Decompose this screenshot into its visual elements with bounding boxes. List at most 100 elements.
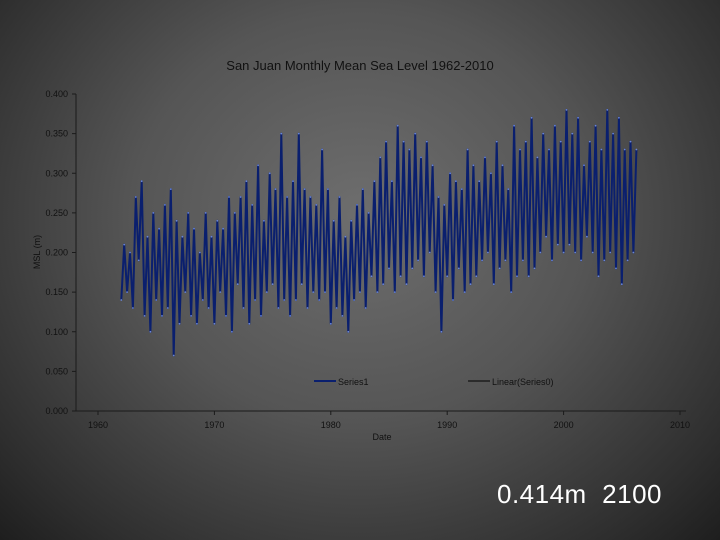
series-point	[219, 291, 222, 293]
series-point	[315, 204, 318, 206]
y-tick-label: 0.000	[45, 406, 68, 416]
series-point	[344, 235, 347, 238]
x-tick-label: 2010	[670, 420, 690, 430]
series-point	[388, 267, 390, 270]
series-point	[562, 251, 565, 254]
series-point	[129, 251, 131, 254]
series-point	[257, 164, 259, 167]
series-point	[306, 307, 309, 309]
legend-linear-label: Linear(Series0)	[492, 377, 554, 387]
series-point	[600, 148, 603, 151]
series-point	[134, 196, 137, 198]
series-point	[120, 299, 123, 301]
series-point	[495, 140, 498, 143]
series-point	[554, 124, 556, 127]
series-point	[184, 291, 187, 293]
series-point	[231, 330, 233, 333]
series-point	[618, 116, 620, 119]
series-point	[324, 291, 326, 293]
series-point	[166, 307, 169, 309]
series-point	[172, 354, 175, 357]
series-point	[132, 307, 134, 309]
series-point	[277, 307, 280, 309]
series-point	[527, 275, 530, 278]
series-point	[178, 322, 181, 325]
y-tick-label: 0.350	[45, 129, 68, 139]
series-point	[501, 164, 504, 167]
series-point	[190, 315, 193, 317]
series-point	[350, 219, 353, 222]
series-point	[478, 180, 481, 183]
series-point	[457, 267, 460, 270]
series-point	[437, 196, 440, 198]
series-point	[609, 251, 612, 254]
y-tick-label: 0.050	[45, 366, 68, 376]
series-point	[347, 330, 350, 333]
y-tick-label: 0.300	[45, 168, 68, 178]
series-point	[318, 299, 321, 301]
series-point	[187, 212, 190, 214]
series-point	[248, 322, 251, 325]
projection-annotation: 0.414m 2100	[496, 479, 662, 509]
series-point	[201, 299, 204, 301]
x-axis-title: Date	[372, 432, 391, 442]
series-point	[452, 299, 454, 301]
series-point	[542, 132, 545, 135]
legend: Series1 Linear(Series0)	[314, 377, 554, 387]
series-point	[402, 140, 405, 143]
series-point	[635, 148, 638, 151]
series-point	[292, 180, 294, 183]
series-point	[251, 204, 254, 206]
series-point	[612, 132, 614, 135]
series-point	[591, 251, 594, 254]
y-tick-label: 0.250	[45, 208, 68, 218]
series-point	[143, 315, 146, 317]
series-point	[597, 275, 600, 278]
series-point	[568, 243, 571, 246]
series-point	[370, 275, 373, 278]
series-point	[571, 132, 574, 135]
series-point	[364, 307, 367, 309]
series-point	[443, 204, 446, 206]
series-point	[137, 259, 140, 262]
series-point	[420, 156, 422, 159]
series-point	[533, 267, 536, 270]
series-point	[603, 259, 606, 262]
series-point	[263, 219, 265, 222]
series-point	[210, 235, 213, 238]
series-point	[559, 140, 562, 143]
series-point	[161, 315, 163, 317]
series-point	[475, 275, 478, 278]
series-point	[271, 283, 274, 286]
series-point	[434, 291, 437, 293]
series-point	[536, 156, 539, 159]
series-point	[260, 315, 262, 317]
series-point	[519, 148, 521, 151]
series-point	[460, 188, 463, 191]
series-point	[376, 291, 379, 293]
x-tick-label: 1970	[204, 420, 224, 430]
series-point	[516, 275, 518, 278]
series-point	[283, 299, 286, 301]
series-point	[425, 140, 428, 143]
series-point	[367, 212, 370, 214]
series-point	[492, 283, 495, 286]
chart-title: San Juan Monthly Mean Sea Level 1962-201…	[226, 58, 493, 73]
y-tick-label: 0.200	[45, 248, 68, 258]
y-ticks: 0.000 0.050 0.100 0.150 0.200 0.250 0.300 0.350…	[45, 89, 76, 416]
series-point	[417, 259, 419, 262]
series-point	[446, 275, 449, 278]
x-tick-label: 1960	[88, 420, 108, 430]
series-point	[411, 267, 414, 270]
series-point	[455, 180, 457, 183]
series-point	[289, 315, 291, 317]
series-point	[440, 330, 443, 333]
series-point	[396, 124, 399, 127]
series-point	[626, 259, 629, 262]
series-point	[126, 291, 128, 293]
series-point	[629, 140, 632, 143]
series-point	[254, 299, 256, 301]
series-point	[393, 291, 396, 293]
series-point	[181, 235, 184, 238]
